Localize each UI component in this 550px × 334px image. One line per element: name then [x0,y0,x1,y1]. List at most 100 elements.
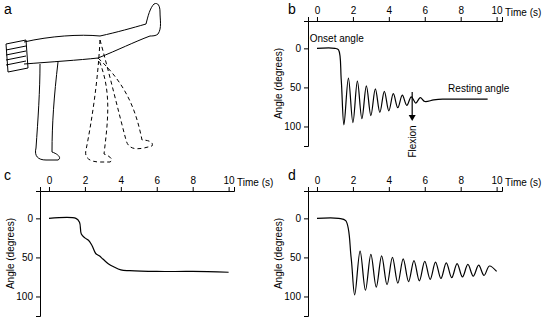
y-tick: 50 [290,82,308,93]
x-tick-mark [317,17,318,21]
y-tick-mark [304,257,308,258]
x-tick-label: 6 [422,175,428,186]
x-tick-mark [353,187,354,191]
y-tick-mark [304,218,308,219]
panel-b: 0246810Time (s)050100Angle (degrees)Onse… [273,5,541,158]
x-tick-label: 10 [492,5,504,16]
x-tick: 8 [458,175,464,191]
y-axis: 0 50 100 [284,192,308,317]
x-axis: 0 2 4 6 8 10 [309,175,504,192]
y-tick: 0 [295,43,308,54]
y-tick-mark [304,48,308,49]
y-tick-label: 50 [22,252,34,263]
x-tick: 2 [351,5,357,21]
x-tick-label: 0 [47,175,53,186]
panel-label: c [4,167,11,183]
support-stripe [6,51,26,55]
y-tick-label: 50 [290,82,302,93]
y-tick-label: 100 [284,121,301,132]
x-tick-label: 2 [83,175,89,186]
y-tick-mark [36,296,40,297]
angle-line [49,217,229,272]
y-tick: 50 [290,252,308,263]
x-tick-label: 2 [351,175,357,186]
x-axis: 0 2 4 6 8 10 [309,5,504,22]
plot-area [49,217,229,272]
y-axis-title: Angle (degrees) [273,48,284,119]
y-tick-label: 0 [295,43,301,54]
x-tick-label: 0 [315,175,321,186]
x-tick-mark [389,17,390,21]
x-tick-mark [121,187,122,191]
y-tick: 100 [284,121,308,132]
y-tick-label: 100 [284,291,301,302]
x-tick-label: 6 [154,175,160,186]
x-tick: 2 [83,175,89,191]
x-tick-label: 2 [351,5,357,16]
x-tick-label: 8 [458,5,464,16]
x-tick: 0 [315,5,321,21]
x-tick-mark [425,187,426,191]
figure: a0246810Time (s)050100Angle (degrees)Ons… [0,0,550,334]
plot-area [317,218,497,295]
support-block [6,40,28,72]
x-tick-mark [317,187,318,191]
x-tick: 0 [47,175,53,191]
y-tick: 0 [27,213,40,224]
x-tick-label: 4 [387,5,393,16]
x-tick-mark [461,17,462,21]
x-tick-label: 8 [458,175,464,186]
x-tick: 4 [387,175,393,191]
panel-c: 0246810Time (s)050100Angle (degrees) [5,175,273,317]
x-tick: 4 [387,5,393,21]
y-tick-mark [36,218,40,219]
y-axis-line [36,192,41,317]
x-tick-mark [49,187,50,191]
x-tick: 6 [154,175,160,191]
y-tick-mark [304,126,308,127]
foot-extended [146,3,161,36]
x-tick-mark [157,187,158,191]
panel-label: a [4,1,12,17]
shin-dashed-2 [98,40,152,149]
x-tick: 8 [458,5,464,21]
y-axis-title: Angle (degrees) [273,218,284,289]
x-tick-mark [497,17,498,21]
y-tick-mark [304,87,308,88]
y-tick-mark [304,296,308,297]
x-tick-mark [425,17,426,21]
y-tick: 0 [295,213,308,224]
thigh [24,35,100,64]
leg-illustration [6,3,161,162]
support-stripe [6,61,26,65]
x-tick-label: 4 [387,175,393,186]
x-axis-title: Time (s) [237,177,273,188]
x-tick-label: 8 [190,175,196,186]
panel-d: 0246810Time (s)050100Angle (degrees) [273,175,541,317]
flexion-arrow-shaft [412,92,413,116]
y-tick: 100 [16,291,40,302]
y-tick-label: 100 [16,291,33,302]
panel-label: b [288,1,296,17]
x-tick-mark [461,187,462,191]
x-tick-mark [193,187,194,191]
y-tick-label: 50 [290,252,302,263]
y-axis: 0 50 100 [284,22,308,147]
x-tick: 0 [315,175,321,191]
x-tick: 2 [351,175,357,191]
x-tick-label: 4 [119,175,125,186]
x-tick: 6 [422,5,428,21]
annotation: Flexion [407,125,418,157]
x-tick-mark [229,187,230,191]
y-tick-mark [36,257,40,258]
x-tick-mark [497,187,498,191]
x-axis-line [309,17,503,22]
x-tick-mark [353,17,354,21]
x-tick-label: 6 [422,5,428,16]
x-tick: 10 [492,175,504,191]
angle-line [317,218,497,295]
y-axis-line [304,22,309,147]
support-stripe [6,46,26,50]
x-tick-label: 10 [224,175,236,186]
x-tick: 10 [492,5,504,21]
